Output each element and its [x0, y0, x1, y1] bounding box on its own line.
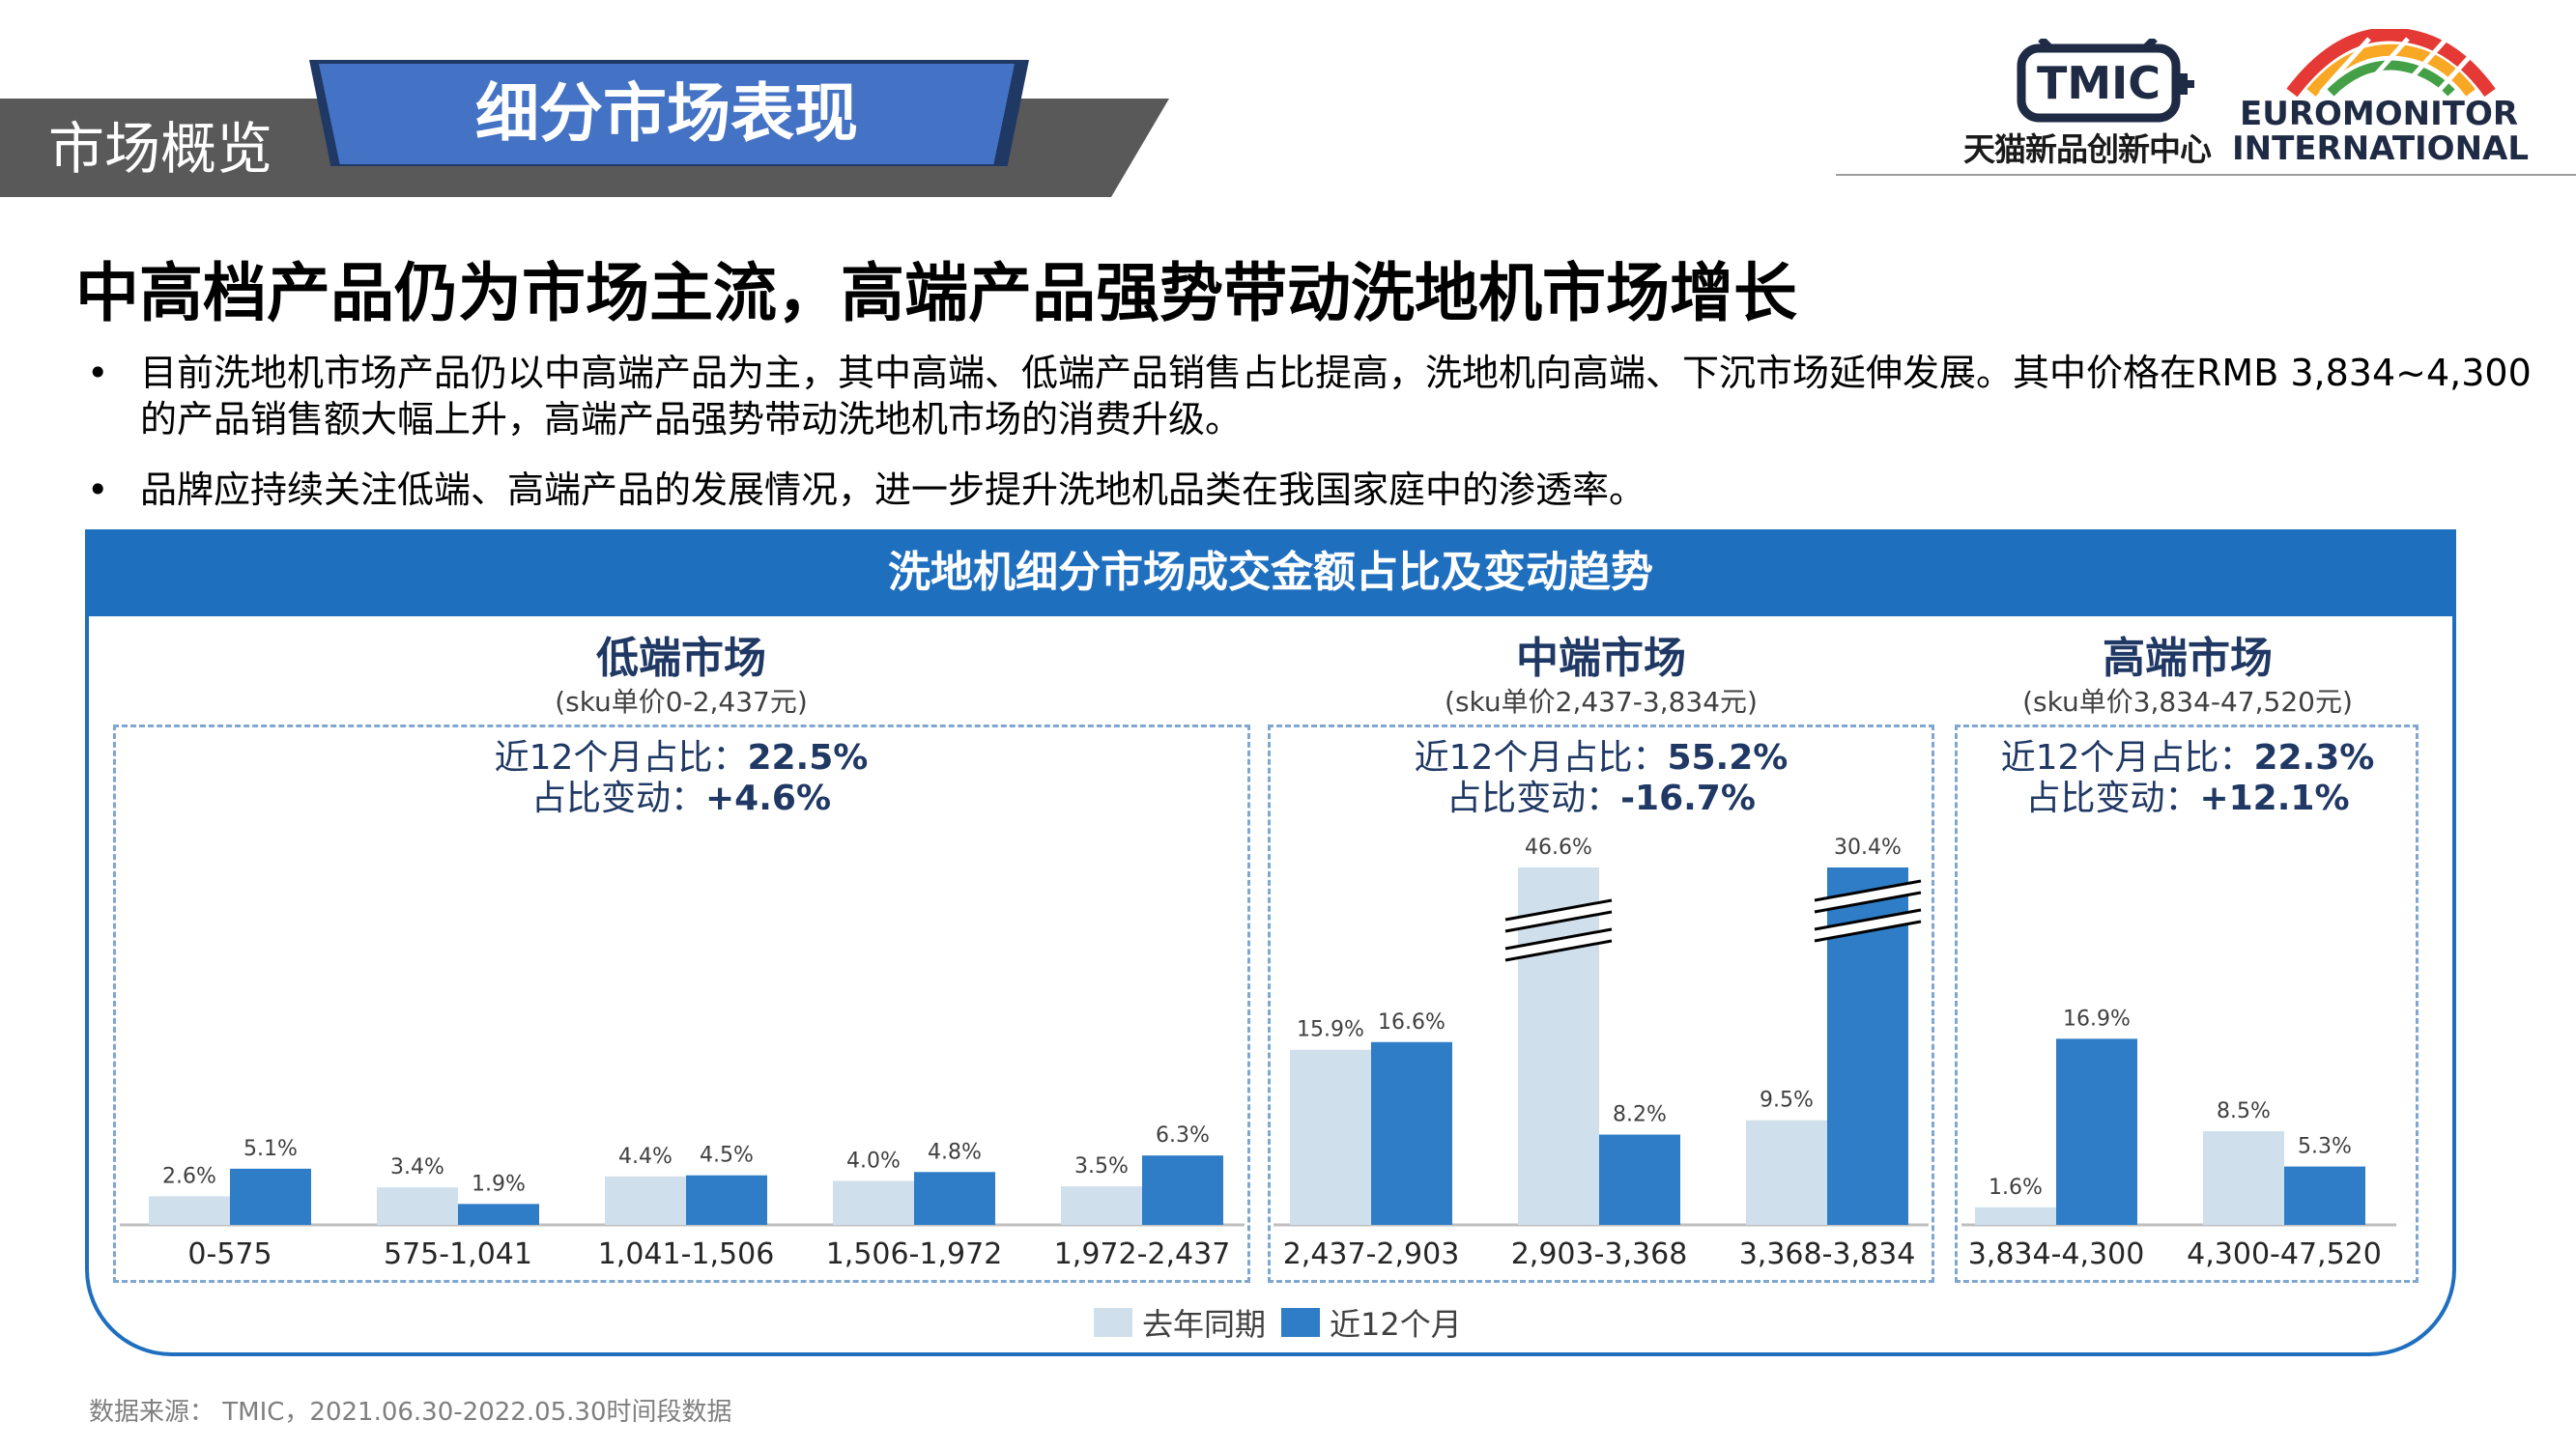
segment-share-line: 近12个月占比：22.3%: [1898, 738, 2477, 779]
segment-share-value: 22.5%: [747, 738, 869, 778]
euromonitor-rainbow-icon: [2286, 29, 2496, 98]
chart-title: 洗地机细分市场成交金额占比及变动趋势: [888, 548, 1653, 597]
segment-range-high: (sku单价3,834-47,520元): [2022, 686, 2353, 718]
legend-swatch-last-year: [1094, 1308, 1132, 1337]
data-source-note: 数据来源： TMIC，2021.06.30-2022.05.30时间段数据: [89, 1398, 732, 1427]
euromonitor-line1: EUROMONITOR: [2240, 95, 2519, 133]
segment-title-high: 高端市场: [2103, 634, 2273, 683]
legend-swatch-recent: [1281, 1308, 1320, 1337]
chart-frame: [85, 529, 2456, 1356]
segment-share-label: 近12个月占比：: [2000, 738, 2254, 778]
bullet-dot-icon: •: [87, 469, 109, 511]
segment-share-line: 近12个月占比：22.5%: [391, 738, 971, 779]
bullet-dot-icon: •: [87, 352, 109, 394]
bullet-item: • 目前洗地机市场产品仍以中高端产品为主，其中高端、低端产品销售占比提高，洗地机…: [87, 350, 2561, 446]
segment-share-line: 近12个月占比：55.2%: [1311, 738, 1891, 779]
segment-range-mid: (sku单价2,437-3,834元): [1445, 686, 1758, 718]
header-rule: [1836, 174, 2576, 176]
segment-stat-high: 近12个月占比：22.3% 占比变动：+12.1%: [1898, 738, 2477, 819]
segment-change-label: 占比变动：: [530, 779, 705, 818]
bullet-text: 品牌应持续关注低端、高端产品的发展情况，进一步提升洗地机品类在我国家庭中的渗透率…: [140, 469, 1646, 511]
euromonitor-line2: INTERNATIONAL: [2232, 129, 2530, 168]
segment-change-value: +12.1%: [2199, 779, 2350, 818]
segment-share-label: 近12个月占比：: [1414, 738, 1668, 778]
segment-change-line: 占比变动：-16.7%: [1311, 779, 1891, 819]
section-label: 市场概览: [48, 116, 273, 182]
page-banner: [319, 64, 1015, 164]
legend-item-recent: 近12个月: [1281, 1300, 1462, 1345]
segment-change-value: -16.7%: [1620, 779, 1756, 818]
segment-share-value: 22.3%: [2253, 738, 2375, 778]
segment-share-value: 55.2%: [1667, 738, 1789, 778]
slide-title: 中高档产品仍为市场主流，高端产品强势带动洗地机市场增长: [75, 256, 1797, 330]
bullet-text: 目前洗地机市场产品仍以中高端产品为主，其中高端、低端产品销售占比提高，洗地机向高…: [140, 352, 2532, 440]
tmic-logo-icon: TMIC: [2017, 39, 2194, 123]
segment-stat-low: 近12个月占比：22.5% 占比变动：+4.6%: [391, 738, 971, 819]
segment-change-label: 占比变动：: [1446, 779, 1621, 818]
segment-title-mid: 中端市场: [1516, 634, 1686, 683]
segment-change-line: 占比变动：+12.1%: [1898, 779, 2477, 819]
chart-header-bar: [85, 529, 2456, 616]
segment-change-label: 占比变动：: [2025, 779, 2200, 818]
tmic-mark: TMIC: [2037, 57, 2161, 109]
page-label: 细分市场表现: [475, 76, 858, 151]
segment-share-label: 近12个月占比：: [494, 738, 748, 778]
legend-label-last-year: 去年同期: [1142, 1306, 1267, 1343]
segment-stat-mid: 近12个月占比：55.2% 占比变动：-16.7%: [1311, 738, 1891, 819]
segment-box-low: [113, 724, 1250, 1283]
segment-box-mid: [1268, 724, 1934, 1283]
legend-label-recent: 近12个月: [1330, 1306, 1462, 1343]
segment-title-low: 低端市场: [596, 634, 766, 683]
segment-range-low: (sku单价0-2,437元): [555, 686, 808, 718]
segment-change-value: +4.6%: [705, 779, 832, 818]
legend-item-last-year: 去年同期: [1094, 1300, 1266, 1345]
segment-box-high: [1955, 724, 2419, 1283]
segment-change-line: 占比变动：+4.6%: [391, 779, 971, 819]
tmic-subtitle: 天猫新品创新中心: [1963, 130, 2212, 168]
bullet-item: • 品牌应持续关注低端、高端产品的发展情况，进一步提升洗地机品类在我国家庭中的渗…: [87, 467, 2561, 515]
